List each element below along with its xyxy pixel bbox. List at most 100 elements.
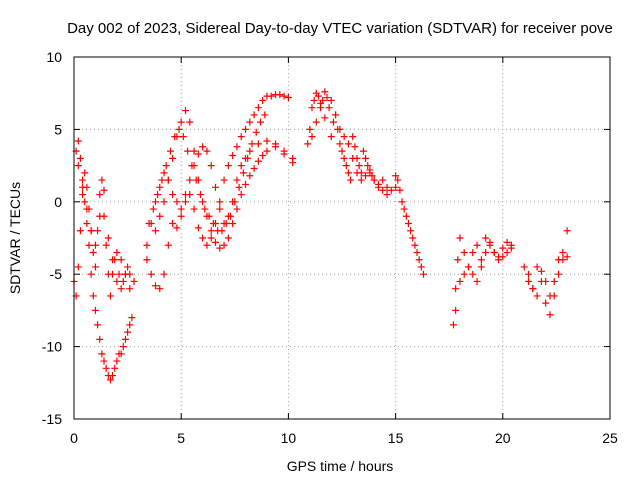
data-point	[469, 248, 477, 256]
data-point	[482, 248, 490, 256]
data-point	[246, 147, 254, 155]
data-point	[109, 372, 117, 380]
data-point	[233, 205, 241, 213]
data-point	[400, 205, 408, 213]
data-point	[452, 285, 460, 293]
data-point	[259, 96, 267, 104]
data-point	[85, 241, 93, 249]
data-point	[111, 364, 119, 372]
data-point	[156, 212, 164, 220]
data-point	[203, 241, 211, 249]
data-point	[147, 270, 155, 278]
data-point	[362, 172, 370, 180]
data-point	[336, 125, 344, 133]
data-point	[351, 143, 359, 151]
data-point	[394, 176, 402, 184]
data-point	[94, 321, 102, 329]
series-trace-g	[145, 111, 269, 235]
data-point	[306, 125, 314, 133]
series-trace-f	[151, 107, 297, 252]
data-point	[242, 180, 250, 188]
axis-ticks: 0 5 10 15 20 25 -15 -10 -5 0 5 10	[42, 49, 618, 446]
data-point	[392, 172, 400, 180]
series-trace-i	[304, 96, 391, 199]
data-point	[325, 104, 333, 112]
data-point	[267, 92, 275, 100]
data-point	[169, 191, 177, 199]
series-trace-d	[143, 91, 292, 293]
data-point	[327, 96, 335, 104]
data-point	[314, 92, 322, 100]
data-point	[317, 104, 325, 112]
plot-frame	[73, 56, 611, 420]
data-point	[169, 154, 177, 162]
data-point	[130, 277, 138, 285]
data-point	[449, 321, 457, 329]
data-point	[96, 335, 104, 343]
data-point	[119, 343, 127, 351]
x-tick-label: 0	[70, 430, 78, 446]
data-point	[216, 198, 224, 206]
data-point	[162, 162, 170, 170]
data-point	[124, 328, 132, 336]
data-point	[520, 263, 528, 271]
data-point	[115, 270, 123, 278]
data-point	[507, 241, 515, 249]
data-point	[164, 176, 172, 184]
data-point	[486, 238, 494, 246]
y-tick-label: -15	[42, 411, 62, 427]
data-point	[364, 162, 372, 170]
data-point	[362, 154, 370, 162]
series-trace-c	[74, 162, 138, 293]
data-point	[81, 169, 89, 177]
data-point	[473, 277, 481, 285]
data-point	[344, 169, 352, 177]
data-point	[83, 220, 91, 228]
data-point	[374, 183, 382, 191]
data-point	[102, 241, 110, 249]
data-point	[175, 125, 183, 133]
data-point	[199, 143, 207, 151]
data-point	[160, 270, 168, 278]
data-point	[203, 147, 211, 155]
data-point	[181, 191, 189, 199]
data-point	[323, 94, 331, 102]
data-point	[407, 227, 415, 235]
data-point	[126, 285, 134, 293]
data-point	[156, 285, 164, 293]
data-point	[89, 292, 97, 300]
data-point	[113, 277, 121, 285]
data-point	[145, 220, 153, 228]
data-point	[91, 241, 99, 249]
data-point	[263, 147, 271, 155]
data-point	[192, 176, 200, 184]
x-tick-label: 10	[281, 430, 297, 446]
data-point	[402, 212, 410, 220]
data-point	[149, 205, 157, 213]
data-point	[76, 154, 84, 162]
data-point	[237, 162, 245, 170]
data-point	[239, 169, 247, 177]
data-point	[417, 263, 425, 271]
data-point	[151, 282, 159, 290]
data-point	[411, 241, 419, 249]
data-point	[121, 335, 129, 343]
data-point	[533, 263, 541, 271]
x-axis-label: GPS time / hours	[287, 458, 394, 474]
data-point	[113, 357, 121, 365]
data-point	[98, 350, 106, 358]
data-point	[212, 183, 220, 191]
data-point	[254, 104, 262, 112]
data-point	[87, 270, 95, 278]
data-point	[154, 191, 162, 199]
data-point	[563, 227, 571, 235]
data-point	[347, 176, 355, 184]
data-point	[263, 137, 271, 145]
series-trace-n	[525, 248, 571, 300]
data-point	[495, 253, 503, 261]
data-point	[319, 96, 327, 104]
data-point	[503, 248, 511, 256]
data-point	[124, 263, 132, 271]
data-point	[460, 270, 468, 278]
data-point	[224, 234, 232, 242]
